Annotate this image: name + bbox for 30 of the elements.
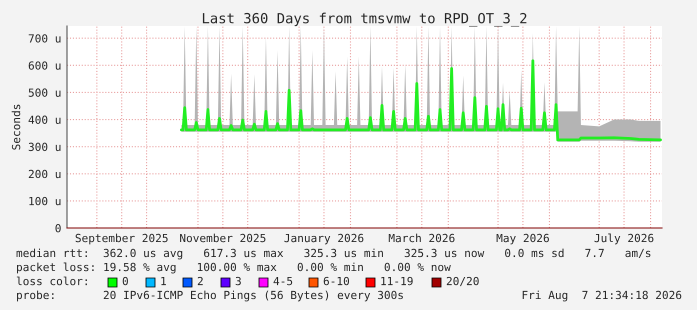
text: Fri Aug 7 21:34:18 2026 [522, 290, 682, 302]
x-tick-label: September 2025 [76, 234, 168, 244]
y-tick-label: 0 [55, 224, 61, 232]
chart-title: Last 360 Days from tmsvmw to RPD_OT_3_2 [202, 12, 526, 26]
y-tick-label: 500 u [28, 88, 60, 97]
text: 4-5 [274, 276, 292, 286]
text: 11-19 [381, 276, 413, 286]
x-tick-label: May 2026 [496, 234, 549, 244]
x-tick-label: July 2026 [594, 234, 654, 244]
text: 3 [236, 276, 241, 286]
text: 6-10 [324, 276, 350, 286]
x-tick-label: March 2026 [388, 234, 455, 242]
text: 20/20 [446, 276, 479, 286]
line-series [180, 59, 662, 142]
y-tick-label: 200 u [28, 170, 60, 178]
y-tick-label: 300 u [28, 142, 60, 152]
text: 2 [198, 276, 203, 286]
y-tick-label: 600 u [28, 61, 60, 70]
text: packet loss: 19.58 % avg 100.00 % max 0.00 % min 0.00 % now [17, 262, 451, 274]
x-tick-label: January 2026 [284, 234, 364, 244]
text: loss color: [16, 276, 87, 286]
x-tick-label: November 2025 [180, 234, 266, 242]
y-tick-label: 700 u [28, 34, 60, 43]
y-tick-label: 100 u [29, 196, 60, 206]
text: 0 [122, 276, 128, 286]
text: median rtt: 362.0 us avg 617.3 us max 325.3 us min 325.3 us now 0.0 ms sd 7.7 am/s [16, 248, 650, 260]
y-axis-title: Seconds [12, 104, 20, 150]
text: 1 [161, 276, 166, 286]
y-tick-label: 400 u [28, 116, 60, 124]
text: probe: 20 IPv6-ICMP Echo Pings (56 Bytes) every 300s [17, 290, 403, 302]
